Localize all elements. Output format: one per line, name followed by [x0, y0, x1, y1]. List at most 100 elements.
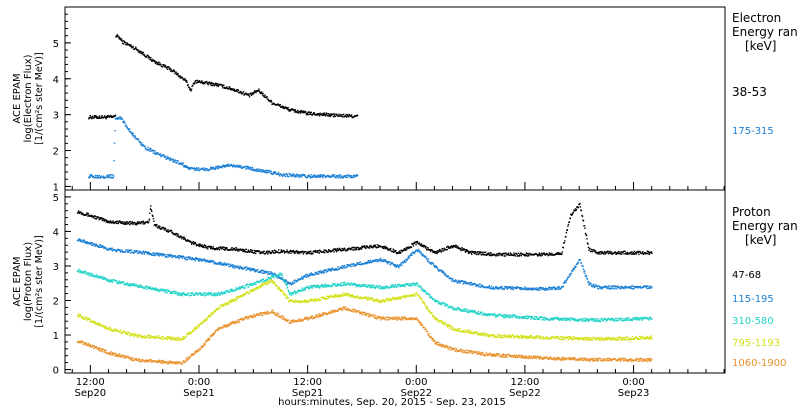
electron-data-point: [250, 167, 253, 169]
proton-data-point: [80, 271, 83, 273]
electron-data-point: [185, 165, 187, 167]
proton-data-point: [124, 222, 126, 224]
electron-data-point: [262, 169, 264, 171]
proton-data-point: [89, 243, 91, 245]
proton-data-point: [561, 319, 563, 322]
proton-data-point: [542, 253, 544, 255]
electron-data-point: [98, 174, 100, 177]
proton-data-point: [593, 286, 596, 289]
proton-data-point: [633, 288, 635, 290]
proton-data-point: [133, 283, 136, 285]
proton-data-point: [406, 259, 409, 261]
proton-data-point: [601, 286, 603, 289]
electron-data-point: [314, 176, 316, 178]
proton-data-point: [209, 246, 211, 248]
proton-data-point: [334, 283, 336, 285]
electron-data-point: [179, 75, 181, 77]
electron-data-point: [218, 165, 220, 167]
electron-data-point: [283, 106, 285, 108]
proton-data-point: [504, 287, 507, 289]
proton-data-point: [109, 328, 111, 330]
proton-data-point: [96, 244, 98, 247]
proton-data-point: [505, 314, 507, 317]
proton-data-point: [383, 247, 385, 250]
proton-data-point: [321, 271, 323, 273]
proton-data-point: [389, 264, 391, 266]
proton-data-point: [302, 253, 305, 255]
proton-data-point: [520, 287, 522, 289]
electron-data-point: [161, 66, 164, 68]
proton-data-point: [327, 285, 329, 288]
proton-data-point: [365, 246, 368, 248]
proton-data-point: [393, 286, 395, 289]
proton-data-point: [260, 271, 262, 273]
proton-data-point: [648, 287, 651, 289]
proton-data-point: [314, 285, 316, 287]
proton-data-point: [621, 286, 623, 288]
proton-data-point: [470, 250, 472, 253]
electron-data-point: [313, 112, 315, 114]
proton-data-point: [533, 317, 535, 320]
proton-data-point: [129, 285, 132, 287]
proton-data-point: [94, 218, 96, 220]
proton-data-point: [481, 251, 483, 254]
proton-data-point: [500, 313, 502, 316]
electron-data-point: [322, 177, 324, 179]
proton-data-point: [554, 288, 556, 291]
proton-data-point: [231, 301, 233, 303]
proton-data-point: [470, 281, 472, 284]
proton-data-point: [223, 262, 225, 264]
electron-data-point: [123, 40, 125, 42]
electron-data-point: [271, 103, 274, 105]
proton-data-point: [460, 249, 462, 252]
proton-data-point: [131, 283, 133, 285]
proton-data-point: [328, 269, 330, 271]
proton-data-point: [207, 248, 209, 250]
electron-data-point: [310, 111, 312, 114]
proton-data-point: [412, 251, 414, 253]
proton-data-point: [368, 261, 370, 263]
proton-data-point: [385, 287, 387, 289]
proton-data-point: [354, 283, 357, 285]
electron-data-point: [192, 85, 194, 87]
electron-data-point: [203, 169, 205, 171]
electron-data-point: [327, 115, 329, 117]
proton-data-point: [151, 288, 153, 290]
proton-data-point: [327, 268, 329, 270]
proton-data-point: [579, 206, 582, 208]
proton-data-point: [192, 292, 194, 294]
proton-data-point: [229, 299, 231, 302]
electron-data-point: [111, 115, 113, 118]
electron-data-point: [209, 81, 211, 83]
electron-data-point: [322, 112, 324, 115]
electron-data-point: [243, 93, 246, 96]
electron-data-point: [295, 173, 298, 175]
proton-data-point: [170, 339, 173, 341]
proton-data-point: [181, 337, 184, 339]
proton-data-point: [105, 326, 107, 328]
electron-data-point: [93, 115, 95, 117]
proton-data-point: [107, 278, 109, 280]
proton-data-point: [372, 245, 374, 248]
proton-data-point: [219, 262, 221, 265]
proton-data-point: [185, 336, 187, 338]
electron-data-point: [305, 113, 307, 115]
proton-data-point: [322, 286, 324, 288]
electron-data-point: [325, 113, 327, 116]
proton-data-point: [183, 337, 185, 340]
proton-data-point: [509, 317, 511, 319]
electron-data-point: [185, 80, 187, 83]
electron-data-point: [299, 112, 301, 114]
proton-data-point: [261, 279, 264, 281]
proton-data-point: [630, 253, 633, 255]
proton-data-point: [398, 264, 401, 266]
proton-data-point: [390, 247, 392, 250]
proton-data-point: [119, 220, 121, 222]
electron-data-point: [324, 115, 327, 117]
proton-data-point: [169, 292, 171, 294]
proton-data-point: [305, 251, 307, 253]
proton-data-point: [527, 253, 529, 255]
proton-data-point: [182, 293, 184, 295]
proton-data-point: [609, 318, 611, 320]
electron-data-point: [217, 168, 219, 170]
